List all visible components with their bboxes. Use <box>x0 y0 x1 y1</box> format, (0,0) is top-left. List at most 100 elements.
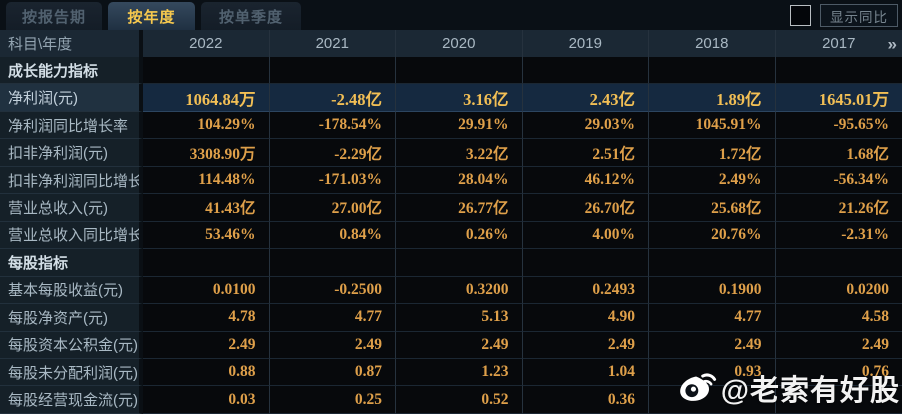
cell-value: -2.29亿 <box>269 139 396 167</box>
table-row[interactable]: 营业总收入(元) 41.43亿 27.00亿 26.77亿 26.70亿 25.68亿 21… <box>0 194 902 222</box>
cell-value: 104.29% <box>143 111 270 140</box>
cell-value: 0.84% <box>269 221 396 250</box>
cell-value: -2.31% <box>775 221 902 250</box>
cell-value <box>775 249 902 277</box>
tab-by-report-period[interactable]: 按报告期 <box>6 2 102 30</box>
cell-value: 25.68亿 <box>649 194 776 222</box>
row-label: 扣非净利润同比增长率 <box>0 166 143 195</box>
cell-value: 4.77 <box>269 304 396 332</box>
table-header-row: 科目\年度 2022 2021 2020 2019 2018 2017 » <box>0 30 902 57</box>
show-yoy-checkbox[interactable] <box>790 5 811 26</box>
tab-by-quarter[interactable]: 按单季度 <box>201 2 301 30</box>
cell-value: 28.04% <box>396 166 523 195</box>
row-label: 净利润(元) <box>0 84 143 112</box>
cell-value: -178.54% <box>269 111 396 140</box>
table-row[interactable]: 每股净资产(元) 4.78 4.77 5.13 4.90 4.77 4.58 <box>0 304 902 332</box>
cell-value: 27.00亿 <box>269 194 396 222</box>
table-body: 成长能力指标 净利润(元) 1064.84万 -2.48亿 3.16亿 2.43亿 1.89… <box>0 57 902 414</box>
cell-value: -171.03% <box>269 166 396 195</box>
cell-value: 20.76% <box>649 221 776 250</box>
cell-value <box>269 249 396 277</box>
table-row[interactable]: 每股经营现金流(元) 0.03 0.25 0.52 0.36 <box>0 386 902 414</box>
year-header-2017: 2017 » <box>776 30 902 57</box>
cell-value: 21.26亿 <box>775 194 902 222</box>
row-label: 每股未分配利润(元) <box>0 358 143 387</box>
row-label: 每股指标 <box>0 249 143 277</box>
year-header-2020: 2020 <box>396 30 523 57</box>
section-row: 成长能力指标 <box>0 57 902 85</box>
cell-value: 1.68亿 <box>775 139 902 167</box>
cell-value: 5.13 <box>396 304 523 332</box>
table-row[interactable]: 净利润(元) 1064.84万 -2.48亿 3.16亿 2.43亿 1.89亿 1645.… <box>0 84 902 112</box>
cell-value: 2.49 <box>649 331 776 359</box>
cell-value: 0.76 <box>775 358 902 387</box>
cell-value: -56.34% <box>775 166 902 195</box>
cell-value: 4.90 <box>522 304 649 332</box>
row-label: 每股净资产(元) <box>0 304 143 332</box>
more-years-icon[interactable]: » <box>887 34 897 53</box>
section-row: 每股指标 <box>0 249 902 277</box>
cell-value: 0.36 <box>522 386 649 414</box>
show-yoy-button[interactable]: 显示同比 <box>820 4 898 27</box>
cell-value: 1645.01万 <box>775 84 902 112</box>
cell-value <box>649 57 776 85</box>
cell-value: 29.03% <box>522 111 649 140</box>
cell-value <box>649 249 776 277</box>
cell-value: 2.49 <box>396 331 523 359</box>
cell-value: 4.78 <box>143 304 270 332</box>
cell-value <box>649 386 776 414</box>
row-label: 基本每股收益(元) <box>0 276 143 305</box>
cell-value: 1.23 <box>396 358 523 387</box>
cell-value: 0.1900 <box>649 276 776 305</box>
cell-value <box>522 57 649 85</box>
cell-value: 4.77 <box>649 304 776 332</box>
table-row[interactable]: 扣非净利润(元) 3308.90万 -2.29亿 3.22亿 2.51亿 1.72亿 1.6… <box>0 139 902 167</box>
table-row[interactable]: 营业总收入同比增长率53.46%0.84%0.26%4.00%20.76%-2.… <box>0 221 902 250</box>
table-row[interactable]: 净利润同比增长率 104.29% -178.54% 29.91% 29.03% 1045.… <box>0 111 902 140</box>
row-label: 净利润同比增长率 <box>0 111 143 140</box>
cell-value <box>143 249 270 277</box>
cell-value: 2.49 <box>775 331 902 359</box>
table-row[interactable]: 每股未分配利润(元) 0.88 0.87 1.23 1.04 0.93 0.76 <box>0 358 902 387</box>
cell-value: 2.49 <box>522 331 649 359</box>
cell-value: 2.51亿 <box>522 139 649 167</box>
row-label: 成长能力指标 <box>0 57 143 85</box>
year-header-label: 2017 <box>822 35 856 52</box>
cell-value: 4.00% <box>522 221 649 250</box>
cell-value: 0.03 <box>143 386 270 414</box>
cell-value: 1064.84万 <box>143 84 270 112</box>
cell-value: 2.43亿 <box>522 84 649 112</box>
cell-value: -2.48亿 <box>269 84 396 112</box>
cell-value: 26.70亿 <box>522 194 649 222</box>
tab-by-year[interactable]: 按年度 <box>108 2 195 30</box>
cell-value: 0.2493 <box>522 276 649 305</box>
cell-value: 2.49 <box>143 331 270 359</box>
cell-value: 4.58 <box>775 304 902 332</box>
cell-value: 26.77亿 <box>396 194 523 222</box>
cell-value <box>396 57 523 85</box>
corner-header: 科目\年度 <box>0 30 143 57</box>
cell-value <box>522 249 649 277</box>
cell-value: 0.87 <box>269 358 396 387</box>
table-row[interactable]: 扣非净利润同比增长率114.48%-171.03%28.04%46.12%2.4… <box>0 166 902 195</box>
cell-value: 46.12% <box>522 166 649 195</box>
row-label: 每股资本公积金(元) <box>0 331 143 359</box>
cell-value: 114.48% <box>143 166 270 195</box>
cell-value: 1.89亿 <box>649 84 776 112</box>
table-row[interactable]: 每股资本公积金(元) 2.49 2.49 2.49 2.49 2.49 2.49 <box>0 331 902 359</box>
row-label: 营业总收入(元) <box>0 194 143 222</box>
cell-value: 0.25 <box>269 386 396 414</box>
cell-value: 2.49 <box>269 331 396 359</box>
table-row[interactable]: 基本每股收益(元) 0.0100 -0.2500 0.3200 0.2493 0.1900… <box>0 276 902 305</box>
cell-value <box>269 57 396 85</box>
cell-value: 1045.91% <box>649 111 776 140</box>
cell-value: 0.3200 <box>396 276 523 305</box>
cell-value: 0.88 <box>143 358 270 387</box>
cell-value <box>143 57 270 85</box>
cell-value: 0.26% <box>396 221 523 250</box>
cell-value: 29.91% <box>396 111 523 140</box>
cell-value: 3308.90万 <box>143 139 270 167</box>
cell-value: 3.16亿 <box>396 84 523 112</box>
cell-value: 1.04 <box>522 358 649 387</box>
